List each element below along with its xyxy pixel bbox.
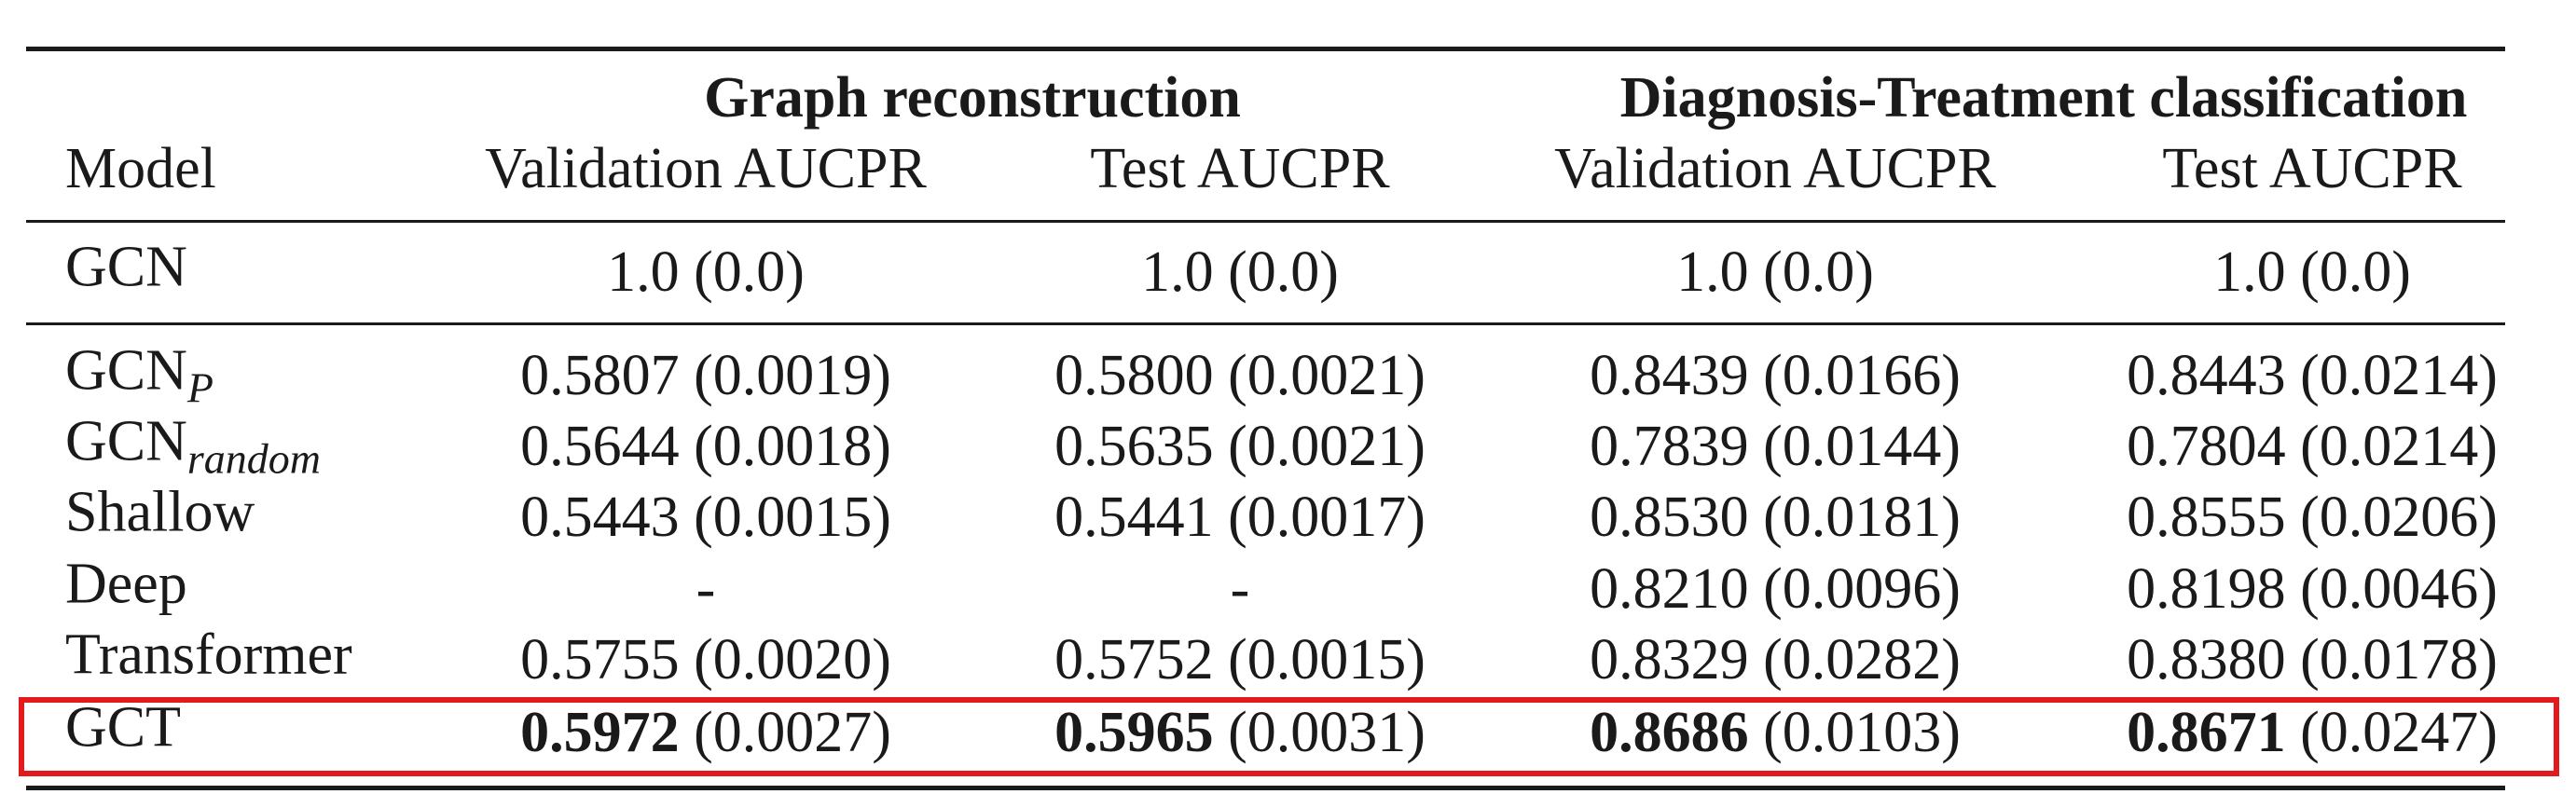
table-top-rule [26, 47, 2505, 51]
table-cell: 0.7839 (0.0144) [1590, 415, 1961, 478]
section-rule [26, 322, 2505, 325]
table-cell: 0.5800 (0.0021) [1054, 344, 1426, 407]
table-cell: 0.5443 (0.0015) [520, 486, 891, 549]
column-header-dt-validation: Validation AUCPR [1554, 137, 1996, 200]
table-cell: 0.5965 (0.0031) [1054, 701, 1426, 764]
table-cell: 0.8443 (0.0214) [2127, 344, 2498, 407]
table-cell: 0.5441 (0.0017) [1054, 486, 1426, 549]
table-cell: 0.5755 (0.0020) [520, 628, 891, 692]
gct-row-highlight-box [19, 697, 2559, 776]
row-gct-model: GCT [65, 695, 181, 760]
table-cell: 0.5807 (0.0019) [520, 344, 891, 407]
row-shallow-model: Shallow [65, 480, 255, 544]
row-gcn-random-model: GCNrandom [65, 409, 322, 483]
row-gcn-model: GCN [65, 235, 187, 299]
column-header-gr-validation: Validation AUCPR [485, 137, 927, 200]
table-cell: 0.5752 (0.0015) [1054, 628, 1426, 692]
table-cell: 1.0 (0.0) [1676, 240, 1874, 304]
row-gcn-p-model: GCNP [65, 338, 214, 412]
column-header-gr-test: Test AUCPR [1090, 137, 1390, 200]
table-cell: 0.8671 (0.0247) [2127, 701, 2498, 764]
group-header-diagnosis-treatment: Diagnosis-Treatment classification [1619, 66, 2468, 130]
table-cell: - [696, 557, 716, 621]
table-cell: 0.8198 (0.0046) [2127, 557, 2498, 621]
row-transformer-model: Transformer [65, 623, 352, 687]
column-header-model: Model [65, 137, 216, 200]
table-cell: 0.8210 (0.0096) [1590, 557, 1961, 621]
table-cell: 0.8555 (0.0206) [2127, 486, 2498, 549]
table-cell: 1.0 (0.0) [1141, 240, 1339, 304]
table-cell: 0.5644 (0.0018) [520, 415, 891, 478]
table-cell: - [1230, 557, 1250, 621]
table-cell: 0.5972 (0.0027) [520, 701, 891, 764]
header-rule [26, 220, 2505, 223]
table-cell: 0.7804 (0.0214) [2127, 415, 2498, 478]
table-cell: 0.8329 (0.0282) [1590, 628, 1961, 692]
table-cell: 0.8686 (0.0103) [1590, 701, 1961, 764]
column-header-dt-test: Test AUCPR [2162, 137, 2462, 200]
row-deep-model: Deep [65, 552, 187, 616]
table-cell: 0.8439 (0.0166) [1590, 344, 1961, 407]
group-header-graph-reconstruction: Graph reconstruction [704, 66, 1241, 130]
table-bottom-rule [26, 786, 2505, 790]
table-cell: 0.8530 (0.0181) [1590, 486, 1961, 549]
table-cell: 1.0 (0.0) [2213, 240, 2411, 304]
table-cell: 1.0 (0.0) [607, 240, 805, 304]
table-cell: 0.5635 (0.0021) [1054, 415, 1426, 478]
table-cell: 0.8380 (0.0178) [2127, 628, 2498, 692]
